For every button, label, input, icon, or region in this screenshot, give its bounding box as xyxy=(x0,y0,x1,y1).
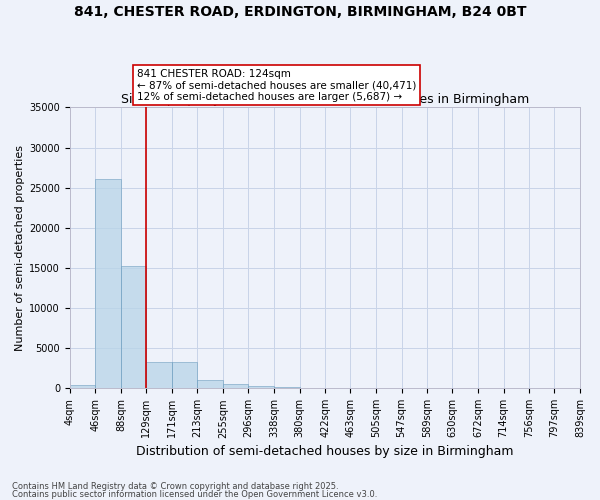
Bar xyxy=(146,362,172,388)
Text: 841 CHESTER ROAD: 124sqm
← 87% of semi-detached houses are smaller (40,471)
12% : 841 CHESTER ROAD: 124sqm ← 87% of semi-d… xyxy=(137,68,416,102)
Text: 841, CHESTER ROAD, ERDINGTON, BIRMINGHAM, B24 0BT: 841, CHESTER ROAD, ERDINGTON, BIRMINGHAM… xyxy=(74,5,526,19)
Bar xyxy=(121,266,146,388)
X-axis label: Distribution of semi-detached houses by size in Birmingham: Distribution of semi-detached houses by … xyxy=(136,444,514,458)
Bar xyxy=(248,386,274,388)
Text: Contains HM Land Registry data © Crown copyright and database right 2025.: Contains HM Land Registry data © Crown c… xyxy=(12,482,338,491)
Title: Size of property relative to semi-detached houses in Birmingham: Size of property relative to semi-detach… xyxy=(121,93,529,106)
Bar xyxy=(70,385,95,388)
Bar xyxy=(274,387,299,388)
Y-axis label: Number of semi-detached properties: Number of semi-detached properties xyxy=(15,145,25,351)
Bar xyxy=(95,179,121,388)
Text: Contains public sector information licensed under the Open Government Licence v3: Contains public sector information licen… xyxy=(12,490,377,499)
Bar xyxy=(197,380,223,388)
Bar xyxy=(223,384,248,388)
Bar xyxy=(172,362,197,388)
